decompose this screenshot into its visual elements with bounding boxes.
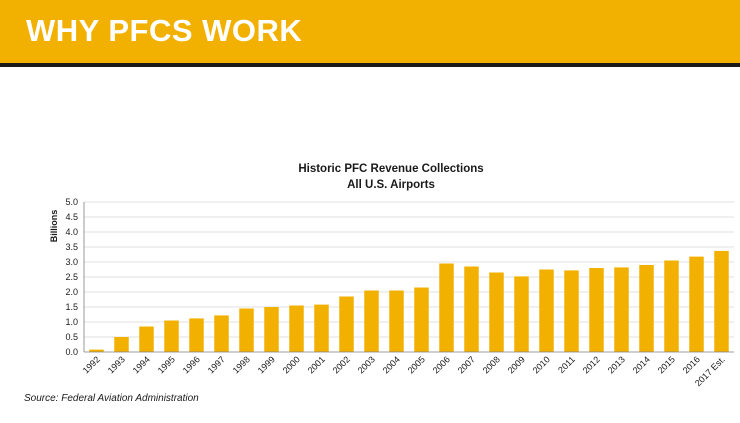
chart-title: Historic PFC Revenue Collections <box>298 163 483 175</box>
bar-2005 <box>414 287 429 352</box>
x-tick-label: 2006 <box>431 354 452 375</box>
x-tick-label: 2003 <box>356 354 377 375</box>
bar-2017-est- <box>714 250 729 352</box>
x-tick-label: 2001 <box>306 354 327 375</box>
bar-2004 <box>389 290 404 352</box>
bar-2015 <box>664 260 679 352</box>
x-tick-label: 1996 <box>181 354 202 375</box>
bar-1995 <box>164 320 179 352</box>
bar-1997 <box>214 315 229 352</box>
bar-2013 <box>614 267 629 352</box>
y-tick-label: 3.0 <box>65 257 78 267</box>
bar-1992 <box>89 349 104 352</box>
bar-1994 <box>139 326 154 352</box>
axes <box>83 202 734 353</box>
x-tick-label: 2002 <box>331 354 352 375</box>
bars <box>89 250 729 352</box>
x-tick-label: 2009 <box>506 354 527 375</box>
y-axis-title: Billions <box>49 210 59 243</box>
y-tick-label: 3.5 <box>65 242 78 252</box>
x-tick-label: 2008 <box>481 354 502 375</box>
y-tick-label: 5.0 <box>65 197 78 207</box>
bar-2008 <box>489 272 504 352</box>
bar-1998 <box>239 308 254 352</box>
bar-2014 <box>639 265 654 352</box>
bar-2006 <box>439 263 454 352</box>
page-title: WHY PFCS WORK <box>26 13 303 48</box>
x-tick-label: 1994 <box>131 354 152 375</box>
bar-1996 <box>189 318 204 352</box>
y-tick-label: 0.0 <box>65 347 78 357</box>
bar-2003 <box>364 290 379 352</box>
x-tick-label: 2010 <box>531 354 552 375</box>
x-tick-label: 1997 <box>206 354 227 375</box>
bar-1993 <box>114 337 129 352</box>
y-tick-label: 1.5 <box>65 302 78 312</box>
bar-2011 <box>564 270 579 352</box>
bar-2007 <box>464 266 479 352</box>
x-tick-label: 1992 <box>81 354 102 375</box>
bar-2002 <box>339 296 354 352</box>
y-tick-label: 4.0 <box>65 227 78 237</box>
x-tick-label: 1993 <box>106 354 127 375</box>
bar-2001 <box>314 304 329 352</box>
x-tick-label: 1999 <box>256 354 277 375</box>
x-tick-labels: 1992 1993 1994 1995 1996 1997 1998 1999 2000 2001… <box>81 354 727 388</box>
x-tick-label: 2004 <box>381 354 402 375</box>
bar-2010 <box>539 269 554 352</box>
bar-2012 <box>589 268 604 352</box>
bar-1999 <box>264 307 279 352</box>
header-bar <box>0 0 740 63</box>
y-tick-label: 0.5 <box>65 332 78 342</box>
bar-2009 <box>514 276 529 352</box>
source-note: Source: Federal Aviation Administration <box>24 393 199 404</box>
bar-2016 <box>689 256 704 352</box>
x-tick-label: 2005 <box>406 354 427 375</box>
bar-2000 <box>289 305 304 352</box>
x-tick-label: 2016 <box>681 354 702 375</box>
chart-subtitle: All U.S. Airports <box>347 179 435 191</box>
x-tick-label: 1995 <box>156 354 177 375</box>
grid-lines <box>84 201 734 338</box>
y-tick-label: 1.0 <box>65 317 78 327</box>
x-tick-label: 2011 <box>556 354 577 375</box>
y-tick-label: 2.0 <box>65 287 78 297</box>
y-tick-label: 4.5 <box>65 212 78 222</box>
x-tick-label: 2014 <box>631 354 652 375</box>
y-tick-labels: 0.0 0.5 1.0 1.5 2.0 2.5 3.0 3.5 4.0 4.5 5.0 <box>65 197 78 357</box>
x-tick-label: 1998 <box>231 354 252 375</box>
x-tick-label: 2000 <box>281 354 302 375</box>
y-tick-label: 2.5 <box>65 272 78 282</box>
x-tick-label: 2007 <box>456 354 477 375</box>
x-tick-label: 2015 <box>656 354 677 375</box>
header-rule <box>0 63 740 67</box>
x-tick-label: 2013 <box>606 354 627 375</box>
x-tick-label: 2012 <box>581 354 602 375</box>
